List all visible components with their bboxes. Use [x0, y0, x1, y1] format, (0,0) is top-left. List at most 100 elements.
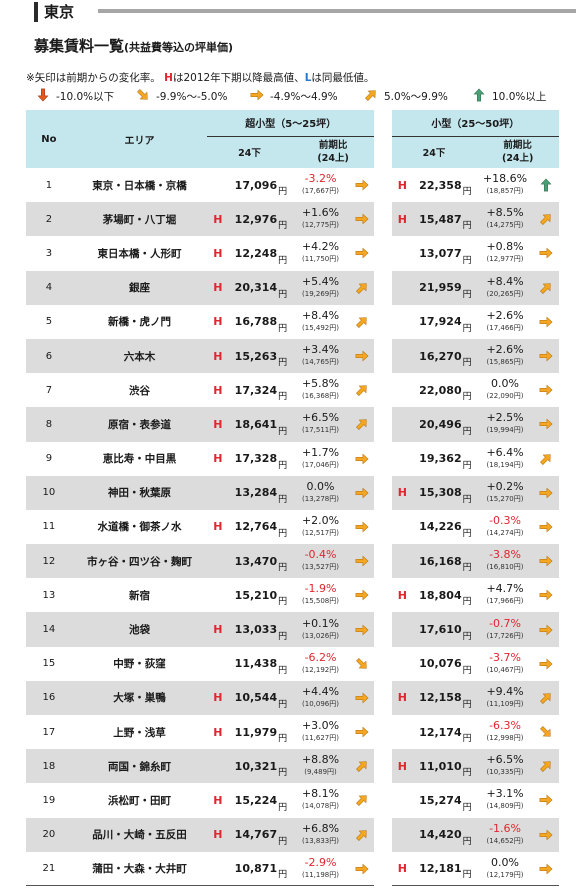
- change-small: +2.6% (15,865円): [476, 338, 534, 374]
- record-high-mark: H: [391, 749, 410, 784]
- record-high-mark: H: [213, 383, 223, 397]
- record-high-mark: H: [207, 338, 226, 374]
- change-small: +8.4% (20,265円): [476, 270, 534, 305]
- unit-label: 円: [462, 255, 472, 266]
- area-name: 市ヶ谷・四ツ谷・麹町: [71, 544, 208, 579]
- column-gap: [374, 578, 391, 612]
- change-small: +6.4% (18,194円): [476, 442, 533, 476]
- change-rate: -0.4%: [304, 548, 337, 562]
- row-no: 16: [26, 680, 72, 715]
- previous-price: (12,998円): [486, 734, 524, 743]
- row-no: 5: [45, 316, 53, 328]
- unit-label: 円: [462, 817, 477, 852]
- previous-price: (13,278円): [302, 494, 339, 503]
- area-name: 水道橋・御茶ノ水: [97, 521, 182, 534]
- record-high-mark: [207, 168, 225, 202]
- change-rate: +4.4%: [301, 684, 340, 698]
- header-change-a-line1: 前期比: [318, 140, 348, 152]
- table-row: 11 水道橋・御茶ノ水 H 12,764 円 +2.0% (12,517円) 14,226 円 -…: [26, 510, 559, 544]
- arrow-right-icon: [534, 647, 559, 681]
- price-ultra-small: 10,871: [225, 851, 279, 887]
- record-high-mark: H: [391, 202, 410, 237]
- arrow-right-icon: [349, 475, 375, 510]
- record-high-mark: [391, 407, 410, 442]
- previous-price: (15,865円): [486, 358, 524, 367]
- record-high-mark: [392, 373, 410, 407]
- unit-label: 円: [278, 817, 292, 852]
- rent-table: No エリア 超小型（5～25坪） 小型（25～50坪） 24下 前期比 (24…: [26, 110, 559, 887]
- price-small: 18,804: [419, 588, 462, 602]
- price-small: 16,168: [409, 544, 463, 579]
- unit-label: 円: [278, 255, 288, 266]
- price-ultra-small: 13,033: [225, 612, 279, 647]
- record-high-mark: H: [207, 202, 226, 237]
- table-row: 10 神田・秋葉原 13,284 円 0.0% (13,278円) H 15,308 円 +0.2…: [26, 475, 559, 510]
- record-high-mark: H: [207, 612, 226, 647]
- previous-price: (17,726円): [486, 631, 524, 640]
- row-no: 14: [26, 612, 72, 647]
- arrow-up-right-icon: [349, 783, 374, 817]
- arrow-right-icon: [534, 305, 559, 339]
- change-rate: -6.3%: [489, 719, 521, 733]
- unit-label: 円: [462, 734, 472, 745]
- change-rate: -3.2%: [304, 172, 337, 186]
- price-small: 13,077: [419, 246, 462, 260]
- change-rate: +2.6%: [486, 343, 524, 357]
- record-high-mark: H: [207, 680, 226, 715]
- change-rate: -1.6%: [489, 821, 521, 835]
- table-row: 6 六本木 H 15,263 円 +3.4% (14,765円) 16,270 円 +2.6% (1…: [26, 338, 559, 374]
- record-high-mark: [391, 612, 410, 647]
- note-h-mark: H: [164, 72, 173, 84]
- column-gap: [374, 236, 391, 270]
- legend-item: 5.0%～9.9%: [364, 88, 448, 105]
- column-gap: [374, 647, 391, 681]
- header-no: No: [26, 110, 72, 168]
- record-high-mark: H: [207, 407, 226, 442]
- previous-price: (14,652円): [486, 836, 524, 845]
- record-high-mark: [391, 817, 410, 852]
- price-small: 17,924: [419, 315, 462, 329]
- unit-label: 円: [278, 187, 288, 198]
- price-ultra-small: 15,263: [225, 338, 279, 374]
- record-high-mark: H: [391, 851, 410, 887]
- price-small: 16,270: [409, 338, 463, 374]
- arrow-right-icon: [533, 475, 559, 510]
- previous-price: (17,046円): [302, 460, 339, 469]
- row-no: 19: [42, 794, 56, 806]
- region-title: 東京: [44, 3, 75, 21]
- page-title-text: 募集賃料一覧: [34, 37, 125, 55]
- previous-price: (17,667円): [302, 187, 339, 196]
- unit-label: 円: [278, 597, 288, 608]
- change-ultra-small: +5.4% (19,269円): [291, 270, 350, 305]
- change-rate: +18.6%: [482, 172, 528, 186]
- note-h-text: は2012年下期以降最高値、: [172, 72, 305, 84]
- table-row: 14 池袋 H 13,033 円 +0.1% (13,026円) 17,610 円 -0.7% (1…: [26, 612, 559, 647]
- change-rate: +2.0%: [301, 513, 340, 527]
- area-name: 上野・浅草: [113, 726, 166, 739]
- change-ultra-small: +6.8% (13,833円): [291, 817, 350, 852]
- unit-label: 円: [462, 665, 472, 676]
- unit-label: 円: [462, 202, 477, 237]
- header-change-b-line2: (24上): [501, 153, 534, 165]
- note-l-text: は同最低値。: [311, 72, 375, 84]
- arrow-up-right-icon: [534, 442, 559, 476]
- price-small: 15,487: [409, 202, 463, 237]
- change-small: -0.3% (14,274円): [476, 510, 533, 544]
- table-row: 16 大塚・巣鴨 H 10,544 円 +4.4% (10,096円) H 12,158 円 +9.…: [26, 680, 559, 715]
- unit-label: 円: [462, 851, 477, 887]
- record-high-mark: [392, 647, 410, 681]
- price-small: 15,308: [409, 475, 463, 510]
- row-no: 2: [26, 202, 72, 237]
- table-row: 3 東日本橋・人形町 H 12,248 円 +4.2% (11,750円) 13,077 円 +0…: [26, 236, 559, 270]
- arrow-right-icon: [534, 236, 559, 270]
- price-ultra-small: 14,767: [225, 817, 279, 852]
- unit-label: 円: [278, 802, 288, 813]
- previous-price: (14,275円): [486, 221, 524, 230]
- record-high-mark: H: [391, 475, 410, 510]
- unit-label: 円: [278, 544, 292, 579]
- price-small: 12,158: [409, 680, 463, 715]
- table-row: 17 上野・浅草 H 11,979 円 +3.0% (11,627円) 12,174 円 -6.3…: [26, 715, 559, 749]
- change-ultra-small: +2.0% (12,517円): [292, 510, 349, 544]
- previous-price: (15,270円): [486, 494, 524, 503]
- price-ultra-small: 13,284: [225, 475, 279, 510]
